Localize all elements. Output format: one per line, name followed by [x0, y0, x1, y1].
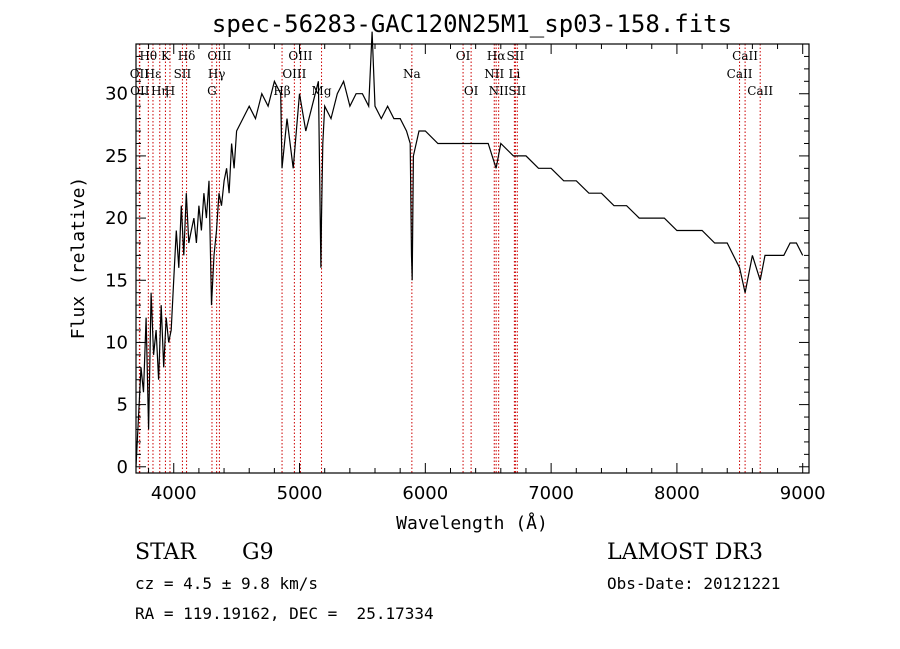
line-label-SII: SII [508, 84, 526, 98]
x-tick-label-7000: 7000 [528, 483, 574, 504]
line-label-OIII: OIII [282, 67, 306, 81]
line-label-K: K [161, 49, 171, 63]
line-label-OI: OI [456, 49, 471, 63]
redshift-text: cz = 4.5 ± 9.8 km/s [135, 574, 319, 593]
line-label-OIII: OIII [288, 49, 312, 63]
line-label-Hγ: Hγ [208, 67, 226, 81]
line-label-NII: NII [489, 84, 509, 98]
object-subclass: G9 [242, 540, 274, 565]
y-axis-label: Flux (relative) [68, 177, 89, 340]
spectral-line-markers [138, 44, 761, 473]
y-tick-label-30: 30 [105, 84, 128, 105]
line-label-CaII: CaII [747, 84, 773, 98]
x-axis: 4000 5000 6000 7000 8000 9000 [148, 44, 826, 504]
line-label-Hδ: Hδ [178, 49, 196, 63]
line-label-Hε: Hε [145, 67, 162, 81]
y-tick-label-15: 15 [105, 270, 128, 291]
line-label-OII: OII [130, 84, 150, 98]
x-tick-label-8000: 8000 [654, 483, 700, 504]
x-tick-label-9000: 9000 [780, 483, 826, 504]
survey-name: LAMOST DR3 [607, 540, 763, 565]
line-label-Hθ: Hθ [139, 49, 157, 63]
plot-frame [135, 43, 810, 474]
x-tick-label-6000: 6000 [402, 483, 448, 504]
x-tick-label-5000: 5000 [277, 483, 323, 504]
y-tick-label-25: 25 [105, 146, 128, 167]
line-label-CaII: CaII [727, 67, 753, 81]
y-tick-label-20: 20 [105, 208, 128, 229]
line-label-NII: NII [484, 67, 504, 81]
coordinates-text: RA = 119.19162, DEC = 25.17334 [135, 604, 434, 623]
y-tick-label-5: 5 [117, 395, 128, 416]
line-label-OIII: OIII [207, 49, 231, 63]
line-label-Hα: Hα [487, 49, 506, 63]
x-axis-label: Wavelength (Å) [396, 512, 548, 534]
spectrum-line [135, 31, 804, 467]
y-tick-label-0: 0 [117, 457, 128, 478]
observation-date: Obs-Date: 20121221 [607, 574, 781, 593]
line-label-Na: Na [403, 67, 421, 81]
line-label-Hη: Hη [151, 84, 169, 98]
line-label-SII: SII [174, 67, 192, 81]
line-label-SII: SII [507, 49, 525, 63]
line-label-CaII: CaII [732, 49, 758, 63]
y-tick-label-10: 10 [105, 332, 128, 353]
y-axis: 0 5 10 15 20 25 30 [105, 55, 809, 478]
line-label-G: G [207, 84, 217, 98]
line-label-H: H [165, 84, 175, 98]
object-class: STAR [135, 540, 196, 565]
chart-title: spec-56283-GAC120N25M1_sp03-158.fits [212, 10, 732, 38]
line-label-Li: Li [508, 67, 520, 81]
x-tick-label-4000: 4000 [151, 483, 197, 504]
line-label-Hβ: Hβ [273, 84, 290, 98]
line-label-OI: OI [464, 84, 479, 98]
line-label-OII: OII [130, 67, 150, 81]
